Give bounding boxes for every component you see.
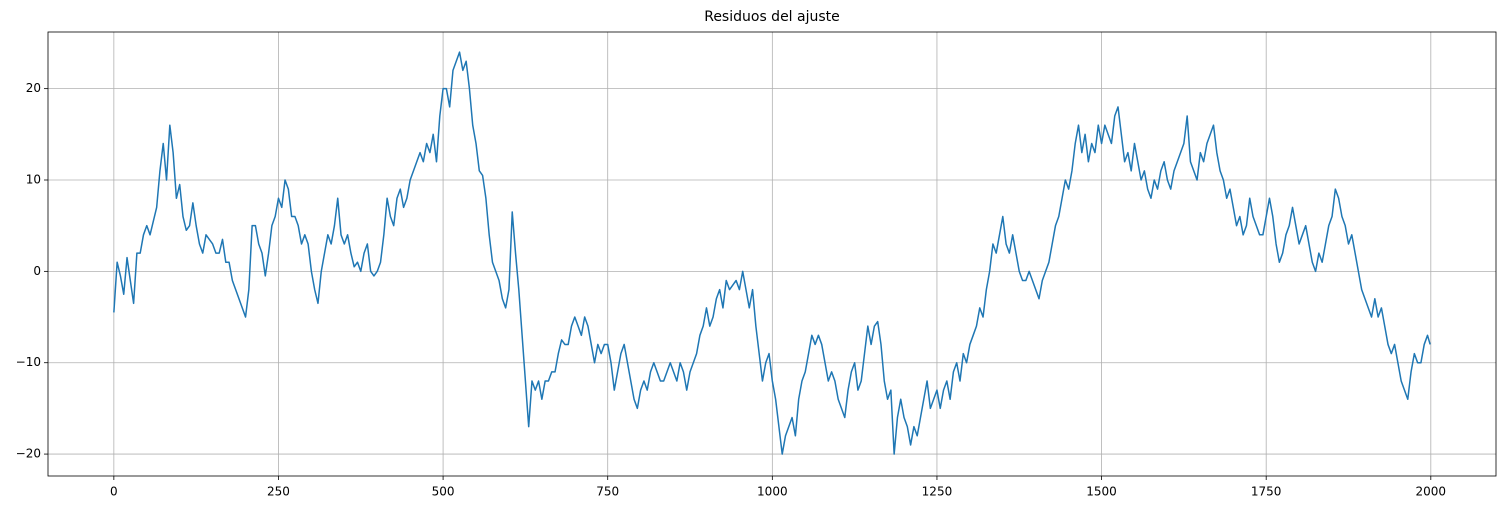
- y-tick-label: 10: [26, 173, 41, 187]
- x-tick-label: 1000: [757, 485, 788, 499]
- y-tick-label: 0: [33, 264, 41, 278]
- chart-title: Residuos del ajuste: [704, 9, 840, 25]
- x-tick-label: 1250: [922, 485, 953, 499]
- x-tick-label: 1750: [1251, 485, 1282, 499]
- x-tick-label: 750: [596, 485, 619, 499]
- y-tick-label: −10: [16, 355, 41, 369]
- x-tick-label: 1500: [1086, 485, 1117, 499]
- x-tick-label: 250: [267, 485, 290, 499]
- x-tick-label: 2000: [1416, 485, 1447, 499]
- data-line: [113, 51, 1431, 455]
- y-tick-label: 20: [26, 81, 41, 95]
- y-tick-label: −20: [16, 447, 41, 461]
- x-tick-label: 500: [432, 485, 455, 499]
- plot-frame: [47, 31, 1497, 477]
- x-tick-label: 0: [110, 485, 118, 499]
